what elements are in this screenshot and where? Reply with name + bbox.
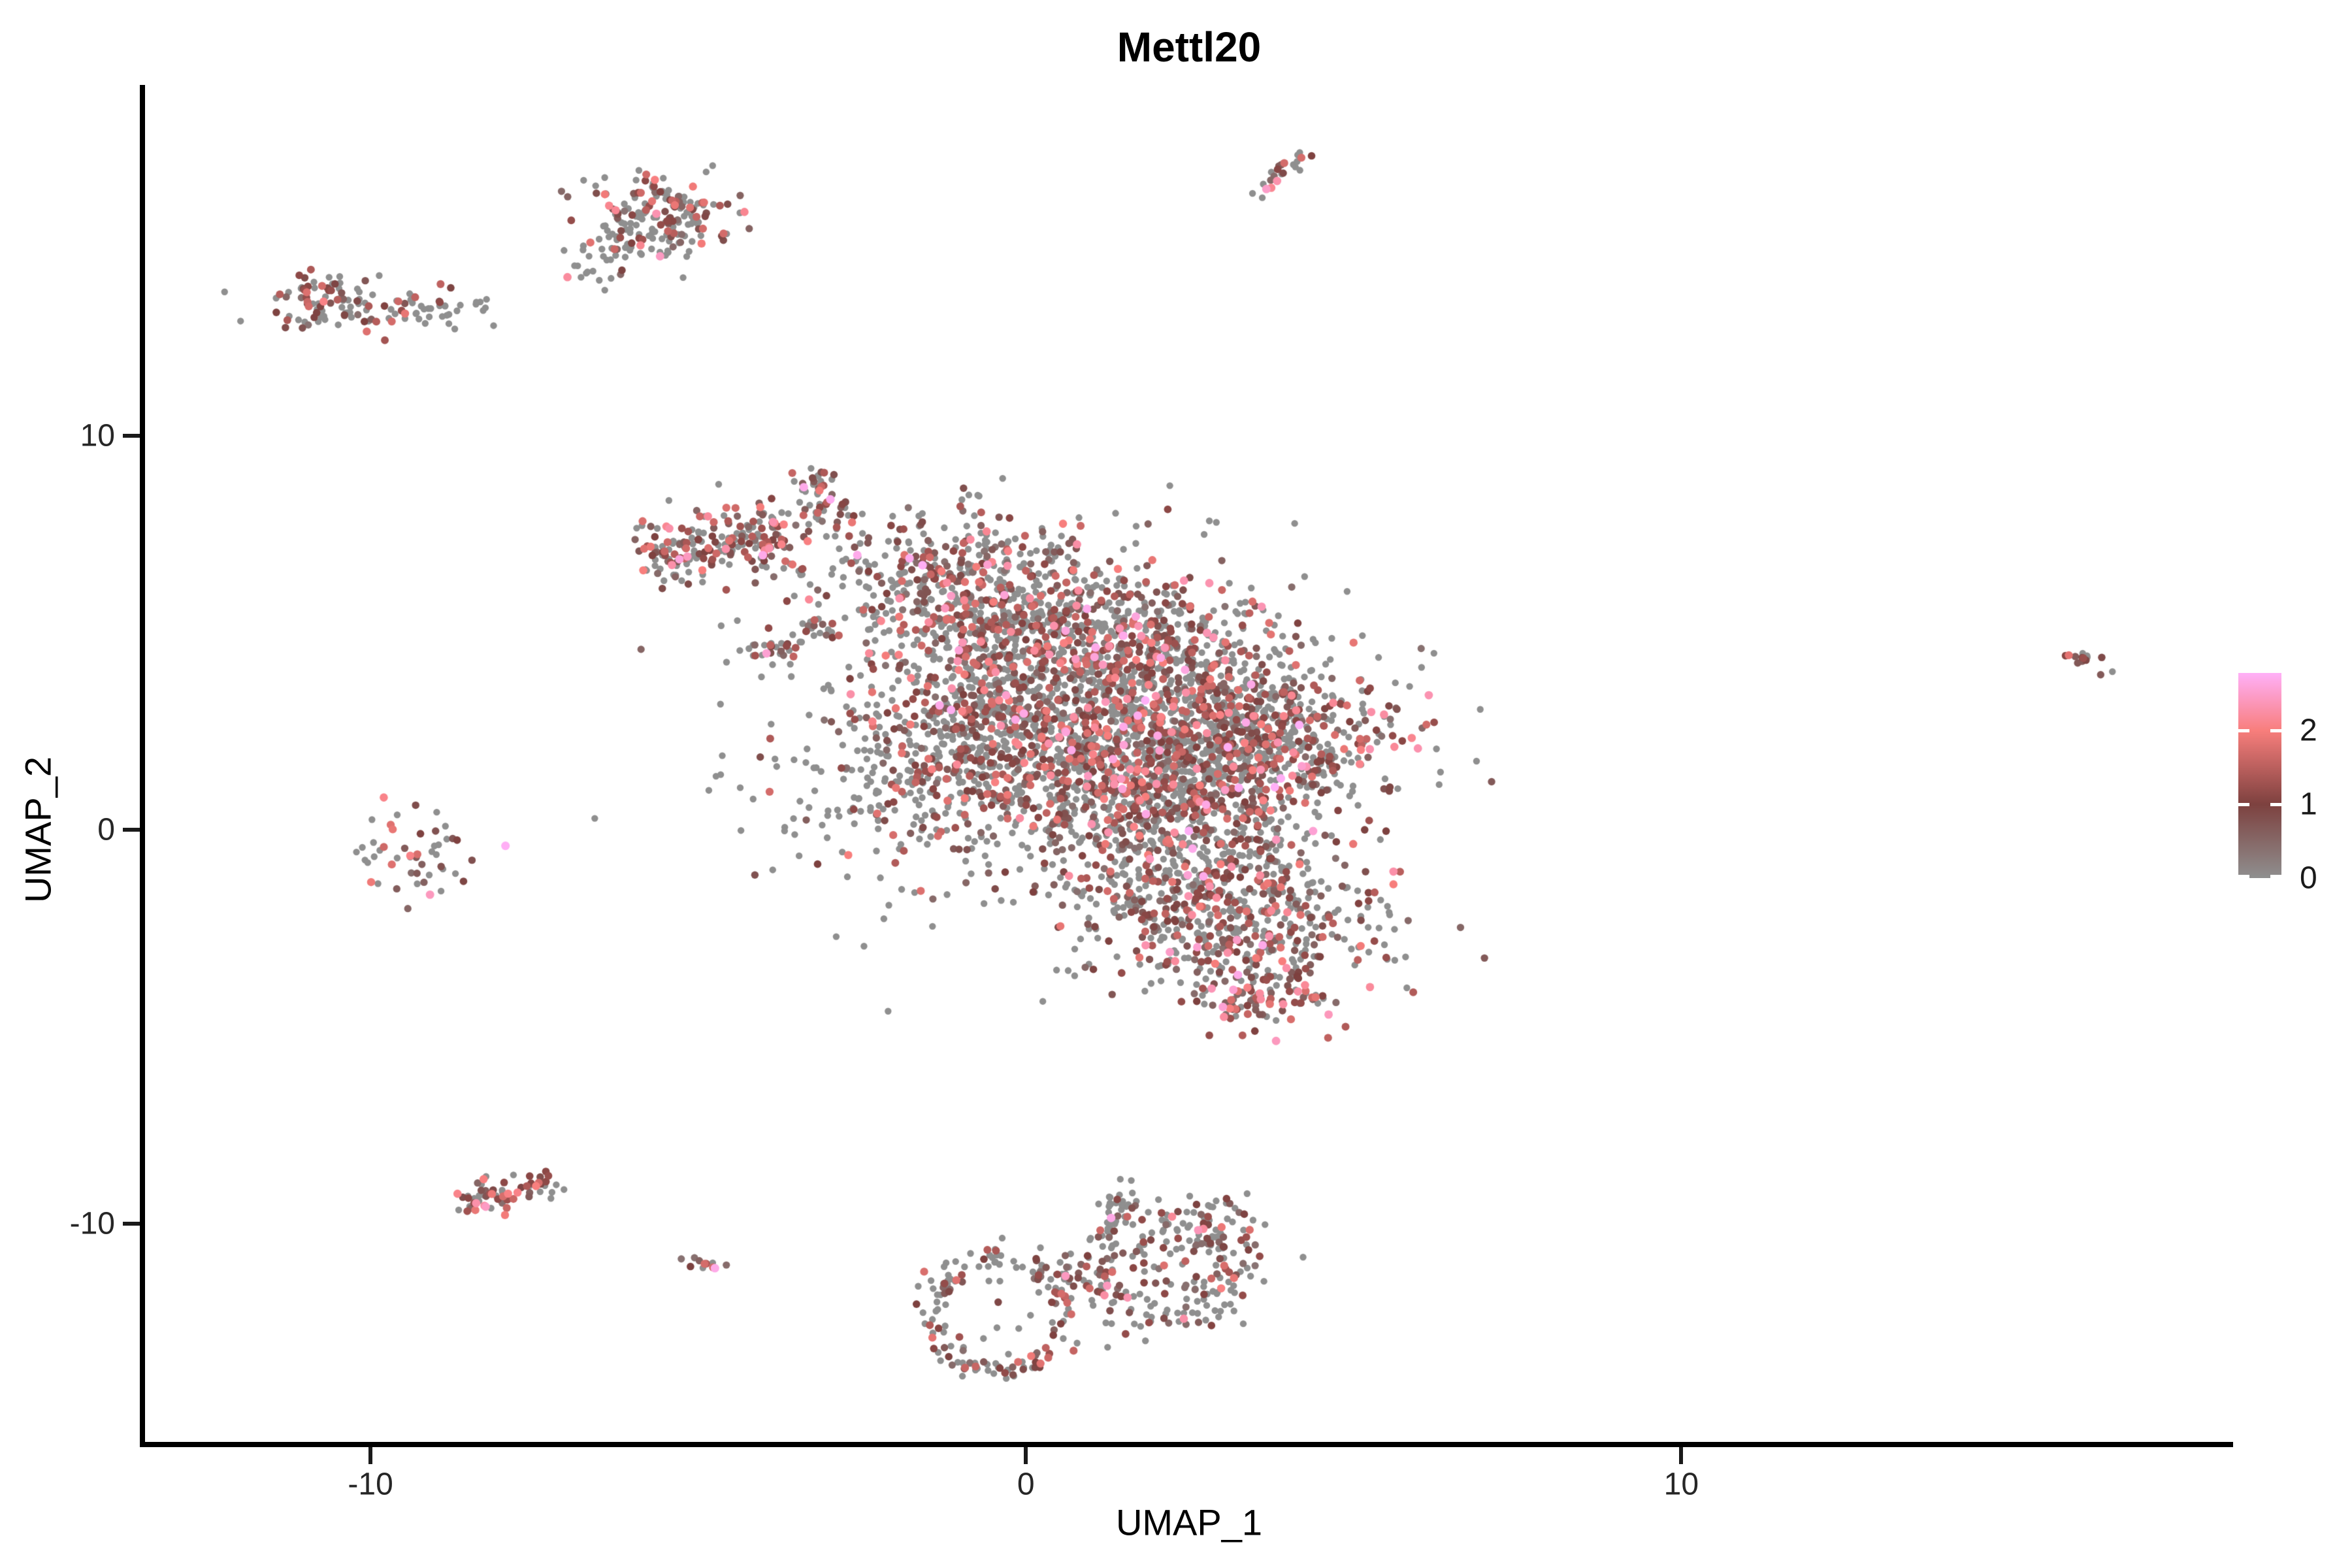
legend-tick-label: 2 bbox=[2300, 713, 2317, 748]
y-tick-label: -10 bbox=[69, 1206, 115, 1241]
legend-gradient-bar bbox=[2238, 673, 2281, 878]
y-tick-mark bbox=[123, 433, 140, 438]
y-tick-label: 10 bbox=[80, 418, 115, 453]
plot-title: Mettl20 bbox=[1117, 24, 1262, 71]
x-axis-title: UMAP_1 bbox=[1115, 1501, 1263, 1543]
x-tick-mark bbox=[1679, 1447, 1684, 1464]
legend-tick-mark bbox=[2238, 802, 2249, 806]
x-axis-line bbox=[140, 1442, 2233, 1447]
x-tick-mark bbox=[1024, 1447, 1028, 1464]
y-axis-title: UMAP_2 bbox=[17, 756, 59, 904]
y-axis-line bbox=[140, 85, 145, 1447]
legend-tick-mark bbox=[2270, 802, 2281, 806]
y-tick-mark bbox=[123, 827, 140, 832]
legend-tick-label: 1 bbox=[2300, 787, 2317, 822]
y-tick-mark bbox=[123, 1221, 140, 1226]
legend-tick-mark bbox=[2270, 875, 2281, 878]
legend-tick-label: 0 bbox=[2300, 860, 2317, 896]
x-tick-label: 10 bbox=[1663, 1467, 1699, 1502]
legend-tick-mark bbox=[2238, 728, 2249, 732]
x-tick-mark bbox=[368, 1447, 373, 1464]
legend-tick-mark bbox=[2270, 728, 2281, 732]
y-tick-label: 0 bbox=[97, 812, 115, 847]
legend-tick-mark bbox=[2238, 875, 2249, 878]
x-tick-label: -10 bbox=[348, 1467, 393, 1502]
x-tick-label: 0 bbox=[1017, 1467, 1035, 1502]
umap-scatter-canvas bbox=[145, 85, 2233, 1442]
